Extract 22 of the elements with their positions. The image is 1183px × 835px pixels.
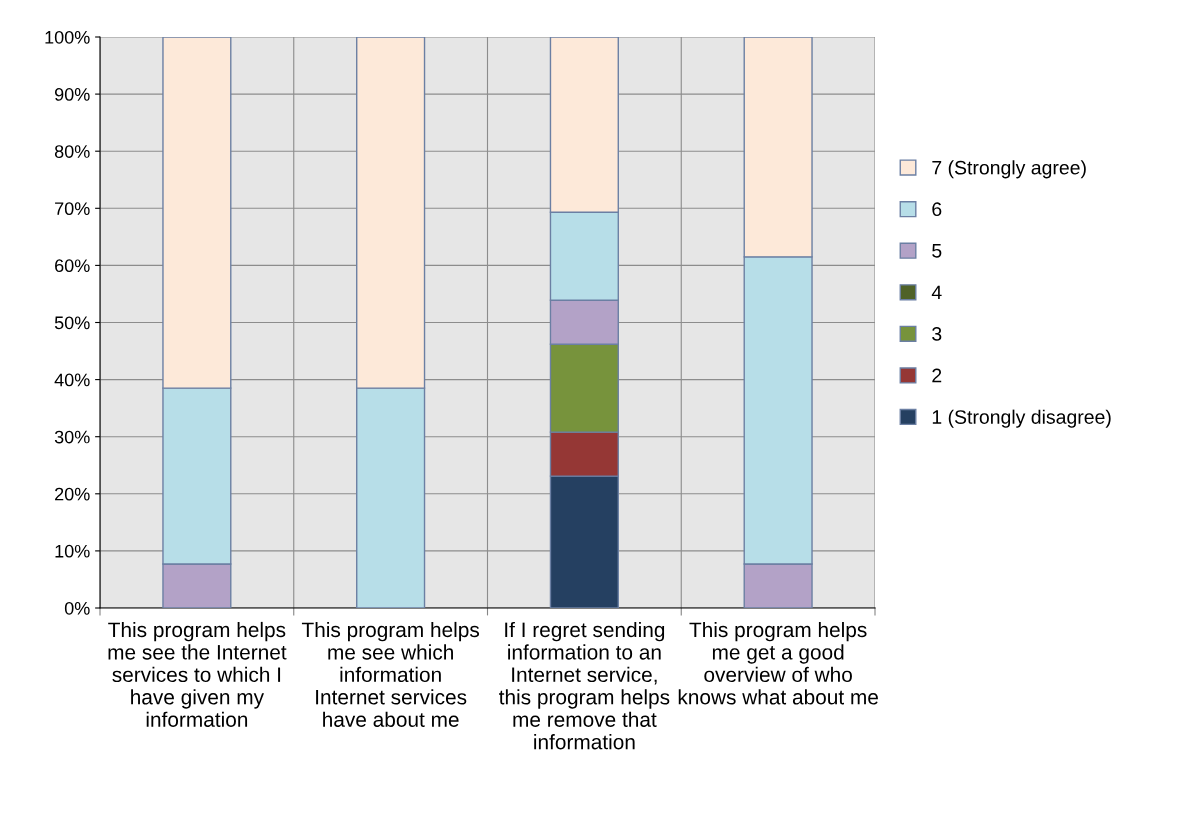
y-tick-label: 70% [55, 202, 90, 216]
legend-label: 4 [931, 285, 942, 300]
y-tick-label: 0% [64, 601, 90, 615]
legend-label: 2 [932, 368, 942, 383]
y-tick-label: 10% [55, 544, 90, 558]
y-tick-label: 40% [54, 373, 90, 387]
legend-label: 5 [932, 244, 942, 258]
legend-label: 1 (Strongly disagree) [932, 409, 1111, 428]
y-tick-label: 30% [54, 430, 90, 444]
y-tick-label: 60% [55, 259, 90, 273]
legend-label: 7 (Strongly agree) [932, 160, 1086, 179]
legend-label: 6 [932, 202, 942, 217]
x-tick-label: This program helps me see the Internet services to which I have given my information [108, 621, 287, 727]
y-tick-label: 90% [54, 88, 90, 101]
y-tick-label: 100% [45, 30, 90, 44]
legend-label: 3 [932, 327, 942, 341]
y-tick-label: 80% [54, 145, 90, 158]
x-tick-label: If I regret sending information to an Internet service, this program helps me remove that information [499, 621, 670, 750]
x-tick-label: This program helps me see which information Internet services have about me [301, 621, 480, 727]
y-tick-label: 20% [55, 487, 90, 501]
y-tick-label: 50% [54, 316, 90, 330]
x-tick-label: This program helps me get a good overview of who knows what about me [678, 621, 878, 705]
